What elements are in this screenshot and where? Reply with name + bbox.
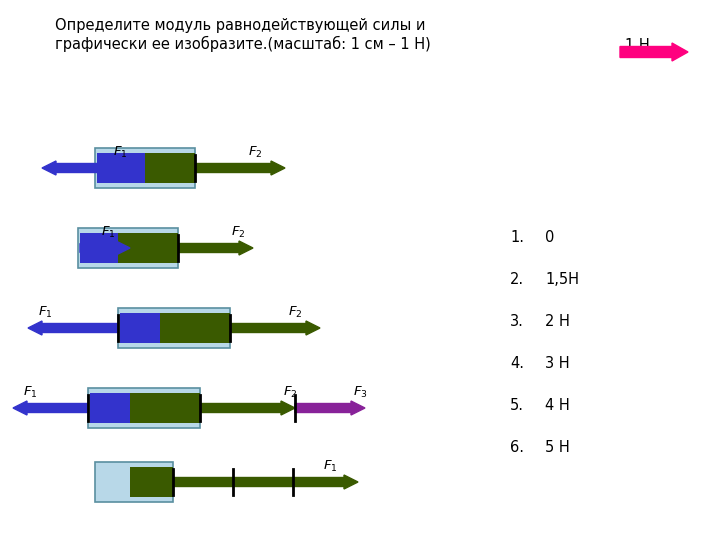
- FancyArrow shape: [620, 43, 688, 61]
- FancyArrow shape: [195, 161, 285, 175]
- Bar: [120, 313, 160, 343]
- Bar: [97, 153, 145, 183]
- Text: $F_{2}$: $F_{2}$: [248, 145, 262, 160]
- Text: 3 Н: 3 Н: [545, 356, 570, 371]
- Text: $F_{2}$: $F_{2}$: [288, 305, 302, 320]
- Text: 1.: 1.: [510, 230, 524, 245]
- Text: Определите модуль равнодействующей силы и: Определите модуль равнодействующей силы …: [55, 18, 426, 33]
- Bar: [145, 153, 195, 183]
- Text: $F_{1}$: $F_{1}$: [113, 145, 127, 160]
- Bar: [118, 233, 178, 263]
- FancyArrow shape: [200, 401, 295, 415]
- Bar: [95, 462, 173, 502]
- FancyArrow shape: [42, 161, 97, 175]
- FancyArrow shape: [230, 321, 320, 335]
- FancyArrow shape: [295, 401, 365, 415]
- Text: 3.: 3.: [510, 314, 524, 329]
- Bar: [160, 313, 230, 343]
- Text: $F_{1}$: $F_{1}$: [101, 225, 115, 240]
- Bar: [80, 233, 118, 263]
- Text: 2.: 2.: [510, 272, 524, 287]
- FancyArrow shape: [13, 401, 88, 415]
- Text: 4 Н: 4 Н: [545, 398, 570, 413]
- Text: 0: 0: [545, 230, 554, 245]
- FancyArrow shape: [173, 475, 358, 489]
- Text: $F_{1}$: $F_{1}$: [23, 385, 37, 400]
- Bar: [95, 148, 195, 188]
- Bar: [88, 388, 200, 428]
- Bar: [130, 393, 200, 423]
- Text: 2 Н: 2 Н: [545, 314, 570, 329]
- Text: $F_{1}$: $F_{1}$: [323, 459, 337, 474]
- Text: $F_{2}$: $F_{2}$: [283, 385, 297, 400]
- Text: 6.: 6.: [510, 440, 524, 455]
- Text: 5 Н: 5 Н: [545, 440, 570, 455]
- Text: 5.: 5.: [510, 398, 524, 413]
- FancyArrow shape: [28, 321, 118, 335]
- Bar: [78, 228, 178, 268]
- FancyArrow shape: [80, 241, 130, 255]
- Bar: [130, 467, 173, 497]
- Text: $F_{1}$: $F_{1}$: [37, 305, 53, 320]
- Bar: [118, 308, 230, 348]
- Text: $F_{2}$: $F_{2}$: [230, 225, 246, 240]
- FancyArrow shape: [178, 241, 253, 255]
- Text: 4.: 4.: [510, 356, 524, 371]
- Text: 1,5Н: 1,5Н: [545, 272, 579, 287]
- Bar: [90, 393, 130, 423]
- Text: $F_{3}$: $F_{3}$: [353, 385, 367, 400]
- Text: 1 Н: 1 Н: [625, 38, 649, 53]
- Text: графически ее изобразите.(масштаб: 1 см – 1 Н): графически ее изобразите.(масштаб: 1 см …: [55, 36, 431, 52]
